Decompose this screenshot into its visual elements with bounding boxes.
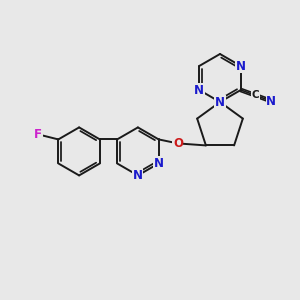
Text: N: N <box>215 95 225 109</box>
Text: N: N <box>236 59 246 73</box>
Text: N: N <box>194 83 204 97</box>
Text: O: O <box>173 137 183 150</box>
Text: N: N <box>133 169 143 182</box>
Text: F: F <box>34 128 42 141</box>
Text: C: C <box>251 90 259 100</box>
Text: N: N <box>154 157 164 170</box>
Text: N: N <box>266 95 276 108</box>
